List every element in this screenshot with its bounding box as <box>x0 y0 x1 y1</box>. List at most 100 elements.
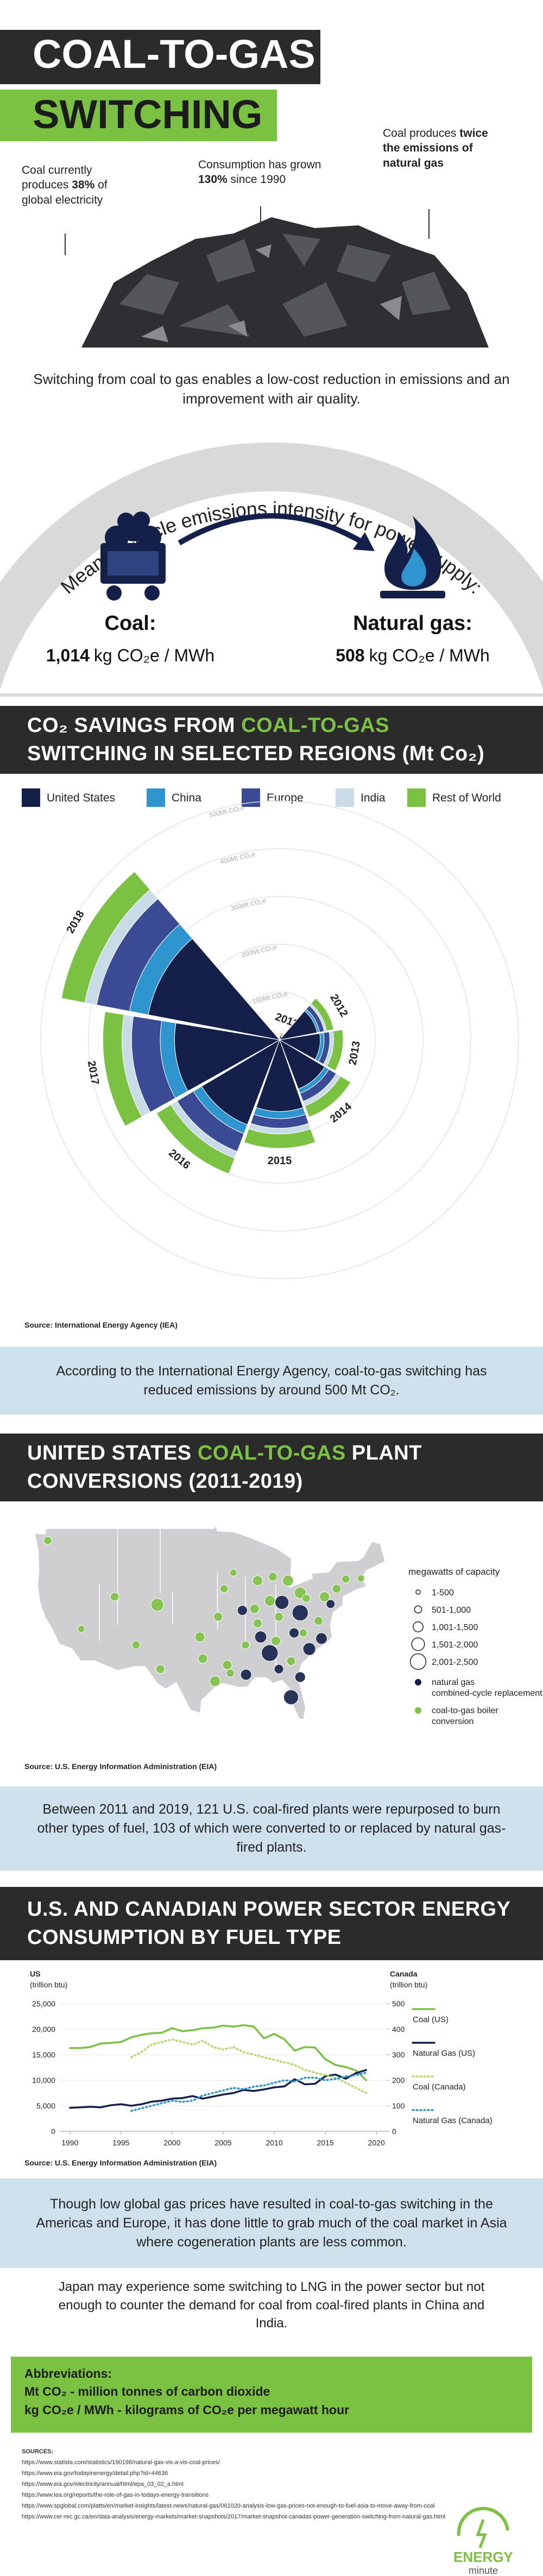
note-box: Though low global gas prices have result… <box>0 2179 543 2268</box>
y-tick-label: 5,000 <box>36 2101 55 2110</box>
legend-label: India <box>361 792 386 804</box>
plant-marker <box>283 1689 299 1705</box>
plant-marker <box>341 1575 350 1583</box>
size-legend-circle <box>415 1589 421 1595</box>
category-label: 2015 <box>268 1155 292 1167</box>
y2-axis-label: (trillion btu) <box>390 1980 427 1989</box>
title: COAL-TO-GAS <box>33 31 315 77</box>
legend-label: United States <box>47 792 115 804</box>
section-heading: U.S. AND CANADIAN POWER SECTOR ENERGY CON… <box>0 1887 543 1960</box>
plant-marker <box>268 1572 277 1582</box>
legend-label: China <box>172 792 201 804</box>
legend-label-line: conversion <box>432 1717 473 1726</box>
data-line <box>69 2069 368 2109</box>
fuel-name: Coal: <box>105 612 156 635</box>
radial-bar-segment <box>156 1104 235 1175</box>
legend-label: Natural Gas (US) <box>413 2049 475 2058</box>
legend-dot <box>415 1707 421 1714</box>
section-heading: CO₂ SAVINGS FROM COAL-TO-GAS SWITCHING IN… <box>0 706 543 774</box>
plant-marker <box>282 1575 294 1587</box>
size-legend-circle <box>414 1605 422 1614</box>
plant-marker <box>237 1605 248 1616</box>
radial-bar-segment <box>310 997 334 1032</box>
x-tick-label: 2000 <box>163 2138 180 2147</box>
radial-bar-segment <box>102 1011 143 1127</box>
plant-marker <box>229 1569 237 1577</box>
legend-swatch <box>336 788 354 807</box>
abbreviation-box <box>11 2357 532 2433</box>
title-box <box>0 30 320 84</box>
plant-marker <box>77 1625 85 1633</box>
y-tick-label: 0 <box>51 2127 55 2136</box>
plant-marker <box>286 1656 296 1666</box>
plant-marker <box>155 1664 165 1674</box>
abbreviation: Mt CO₂ - million tonnes of carbon dioxid… <box>24 2384 270 2399</box>
category-label: 2018 <box>65 908 87 936</box>
legend-swatch <box>147 788 165 807</box>
plant-marker <box>288 1627 300 1638</box>
y-tick-label: 10,000 <box>32 2076 55 2085</box>
x-tick-label: 1990 <box>61 2138 78 2147</box>
logo: ENERGY minute <box>453 2506 513 2576</box>
plant-marker <box>332 1584 342 1594</box>
abbreviation: kg CO₂e / MWh - kilograms of CO₂e per me… <box>24 2402 350 2417</box>
bold-text: 38% <box>72 179 95 192</box>
bold-text: twice the emissions of natural gas <box>383 127 488 169</box>
highlight-text: COAL-TO-GAS <box>241 714 390 737</box>
data-line <box>130 2038 368 2094</box>
data-line <box>130 2072 368 2112</box>
fuel-name: Natural gas: <box>353 612 472 635</box>
source: Source: International Energy Agency (IEA… <box>24 1321 178 1329</box>
fuel-intensity: 508 kg CO₂e / MWh <box>336 646 490 665</box>
grid-ring <box>40 800 519 1279</box>
x-tick-label: 2005 <box>214 2138 231 2147</box>
fact: Coal currently produces 38% of global el… <box>22 163 122 207</box>
y2-tick-label: 100 <box>392 2101 405 2110</box>
text-segment: PLANT <box>345 1442 422 1465</box>
plant-marker <box>240 1669 252 1681</box>
legend-title: megawatts of capacity <box>408 1567 500 1577</box>
size-legend-label: 2,001-2,500 <box>432 1658 478 1667</box>
heading-line: CONVERSIONS (2011-2019) <box>27 1468 543 1495</box>
plant-marker <box>131 1640 141 1650</box>
text-segment: UNITED STATES <box>27 1442 198 1465</box>
legend-swatch <box>242 788 260 807</box>
size-legend-label: 501-1,000 <box>432 1606 471 1615</box>
category-label: 2013 <box>346 1040 362 1066</box>
source-url: https://www.eia.gov/electricity/annual/h… <box>22 2481 184 2487</box>
title: SWITCHING <box>33 92 262 137</box>
source-url: https://www.cer-rec.gc.ca/en/data-analys… <box>22 2514 446 2520</box>
fuel-amount: 1,014 <box>46 646 90 665</box>
note-box: According to the International Energy Ag… <box>0 1347 543 1415</box>
plant-marker <box>270 1636 281 1646</box>
logo-sub: minute <box>469 2565 498 2576</box>
heading-line: UNITED STATES COAL-TO-GAS PLANT <box>27 1439 543 1467</box>
y2-tick-label: 300 <box>392 2050 405 2059</box>
plant-marker <box>274 1664 284 1674</box>
heading-line: CO₂ SAVINGS FROM COAL-TO-GAS <box>27 712 543 740</box>
plant-marker <box>209 1675 221 1687</box>
legend-swatch <box>407 788 426 807</box>
title-box <box>0 90 277 141</box>
x-tick-label: 1995 <box>112 2138 129 2147</box>
highlight-text: COAL-TO-GAS <box>197 1442 346 1465</box>
source-url: https://www.eia.gov/todayinenergy/detail… <box>22 2470 168 2477</box>
radial-tick-label: 200Mt CO₂e <box>241 943 277 959</box>
radial-tick-label: 100Mt CO₂e <box>251 990 288 1006</box>
plant-marker <box>313 1616 323 1626</box>
plant-marker <box>150 1598 164 1612</box>
fuel-unit: kg CO₂e / MWh <box>94 646 214 665</box>
size-legend-circle <box>409 1653 427 1670</box>
radial-tick-label: 500Mt CO₂e <box>209 804 245 819</box>
japan-note: Japan may experience some switching to L… <box>58 2280 485 2331</box>
sources-list: https://www.statista.com/statistics/1901… <box>22 2457 538 2522</box>
plant-marker <box>252 1575 263 1586</box>
text-segment: CONSUMPTION BY FUEL TYPE <box>27 1925 342 1949</box>
plant-marker <box>294 1587 306 1599</box>
plant-marker <box>198 1653 208 1664</box>
source-url: https://www.spglobal.com/platts/en/marke… <box>22 2503 435 2509</box>
intro-text: Switching from coal to gas enables a low… <box>33 371 510 407</box>
legend-label: Coal (US) <box>413 2015 449 2024</box>
bold-text: 130% <box>198 173 228 186</box>
